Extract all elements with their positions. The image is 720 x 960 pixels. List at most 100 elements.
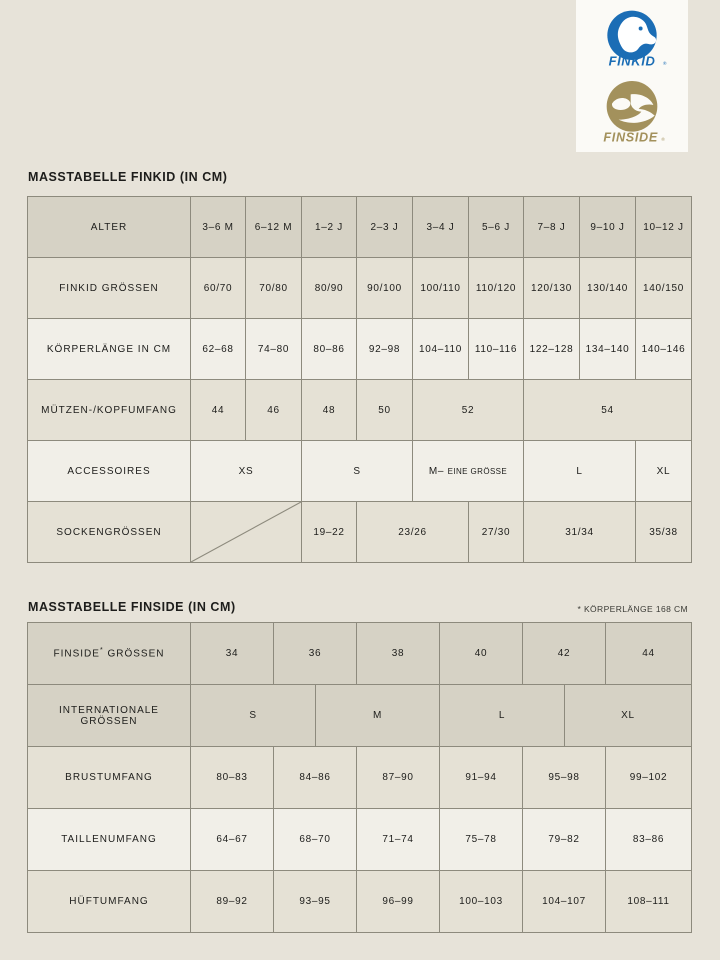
data-cell: 68–70 [273,808,357,871]
row-label: FINSIDE* GRÖSSEN [27,622,191,685]
data-cell: XS [190,440,302,502]
data-cell: 36 [273,622,357,685]
data-cell: 48 [301,379,357,441]
table-row: ACCESSOIRES XS S M– EINE GRÖSSE L XL [27,440,692,502]
data-cell: 52 [412,379,524,441]
data-cell: 3–4 J [412,196,469,258]
table-row: FINSIDE* GRÖSSEN 34 36 38 40 42 44 [27,622,692,685]
data-cell: M [315,684,440,747]
data-cell: 122–128 [523,318,580,380]
data-cell: 23/26 [356,501,469,563]
data-cell: 27/30 [468,501,524,563]
data-cell: 80–83 [190,746,274,809]
data-cell: 44 [605,622,692,685]
data-cell: 70/80 [245,257,302,319]
row-label: KÖRPERLÄNGE IN CM [27,318,191,380]
data-cell: XL [635,440,692,502]
data-cell: 100–103 [439,870,523,933]
data-cell: 96–99 [356,870,440,933]
table-row: ALTER 3–6 M 6–12 M 1–2 J 2–3 J 3–4 J 5–6 J 7–8 … [27,196,692,258]
svg-text:FINKID: FINKID [609,54,656,69]
svg-text:®: ® [661,136,665,142]
row-label: INTERNATIONALE GRÖSSEN [27,684,191,747]
data-cell: 7–8 J [523,196,580,258]
data-cell: 110–116 [468,318,524,380]
finside-size-table: FINSIDE* GRÖSSEN 34 36 38 40 42 44 INTERNATIONA… [27,622,692,933]
data-cell: 95–98 [522,746,606,809]
row-label: HÜFTUMFANG [27,870,191,933]
data-cell: 74–80 [245,318,302,380]
finside-table-title: MASSTABELLE FINSIDE (IN CM) [28,600,236,614]
data-cell: 40 [439,622,523,685]
data-cell: 99–102 [605,746,692,809]
table-row: INTERNATIONALE GRÖSSEN S M L XL [27,684,692,747]
data-cell: 140–146 [635,318,692,380]
data-cell: 87–90 [356,746,440,809]
row-label: FINKID GRÖSSEN [27,257,191,319]
data-cell: 92–98 [356,318,413,380]
row-label: MÜTZEN-/KOPFUMFANG [27,379,191,441]
data-cell: 134–140 [579,318,636,380]
finkid-table-title: MASSTABELLE FINKID (IN CM) [28,170,228,184]
data-cell: 54 [523,379,692,441]
data-cell: 91–94 [439,746,523,809]
data-cell: 104–110 [412,318,469,380]
data-cell: 84–86 [273,746,357,809]
data-cell: 140/150 [635,257,692,319]
table-row: SOCKENGRÖSSEN 19–22 23/26 27/30 31/34 35/38 [27,501,692,563]
data-cell: 2–3 J [356,196,413,258]
data-cell: 104–107 [522,870,606,933]
data-cell: 130/140 [579,257,636,319]
data-cell: 5–6 J [468,196,524,258]
finside-footnote: * KÖRPERLÄNGE 168 CM [577,604,688,614]
svg-text:FINSIDE: FINSIDE [603,131,658,145]
table-row: KÖRPERLÄNGE IN CM 62–68 74–80 80–86 92–98 104… [27,318,692,380]
data-cell: 6–12 M [245,196,302,258]
data-cell: 93–95 [273,870,357,933]
empty-cell-struck [190,501,302,563]
row-label: ACCESSOIRES [27,440,191,502]
table-row: TAILLENUMFANG 64–67 68–70 71–74 75–78 79–82 83… [27,808,692,871]
table-row: FINKID GRÖSSEN 60/70 70/80 80/90 90/100 100/1… [27,257,692,319]
data-cell: 10–12 J [635,196,692,258]
data-cell: 38 [356,622,440,685]
data-cell: 62–68 [190,318,246,380]
data-cell: 35/38 [635,501,692,563]
data-cell: L [439,684,565,747]
data-cell: 80/90 [301,257,357,319]
finside-logo: FINSIDE ® [592,72,672,150]
finkid-size-table: ALTER 3–6 M 6–12 M 1–2 J 2–3 J 3–4 J 5–6 J 7–8 … [27,196,692,563]
data-cell: L [523,440,636,502]
data-cell: 108–111 [605,870,692,933]
data-cell: XL [564,684,692,747]
row-label: ALTER [27,196,191,258]
data-cell: 1–2 J [301,196,357,258]
svg-text:®: ® [663,60,667,67]
table-row: BRUSTUMFANG 80–83 84–86 87–90 91–94 95–98 99–1… [27,746,692,809]
finkid-table-body: ALTER 3–6 M 6–12 M 1–2 J 2–3 J 3–4 J 5–6 J 7–8 … [27,196,692,563]
data-cell: 75–78 [439,808,523,871]
brand-logo-block: FINKID ® FINSIDE ® [576,0,688,152]
data-cell: 79–82 [522,808,606,871]
data-cell: S [190,684,316,747]
data-cell: 120/130 [523,257,580,319]
data-cell: 90/100 [356,257,413,319]
data-cell: 89–92 [190,870,274,933]
data-cell: 9–10 J [579,196,636,258]
finkid-logo: FINKID ® [595,8,669,70]
data-cell: 3–6 M [190,196,246,258]
row-label: SOCKENGRÖSSEN [27,501,191,563]
row-label: BRUSTUMFANG [27,746,191,809]
data-cell: 50 [356,379,413,441]
data-cell: 71–74 [356,808,440,871]
finside-table-body: FINSIDE* GRÖSSEN 34 36 38 40 42 44 INTERNATIONA… [27,622,692,933]
data-cell: S [301,440,413,502]
row-label: TAILLENUMFANG [27,808,191,871]
data-cell: 60/70 [190,257,246,319]
table-row: HÜFTUMFANG 89–92 93–95 96–99 100–103 104–107 1… [27,870,692,933]
data-cell: 19–22 [301,501,357,563]
data-cell: 42 [522,622,606,685]
diagonal-strike-icon [191,502,301,562]
data-cell: 64–67 [190,808,274,871]
